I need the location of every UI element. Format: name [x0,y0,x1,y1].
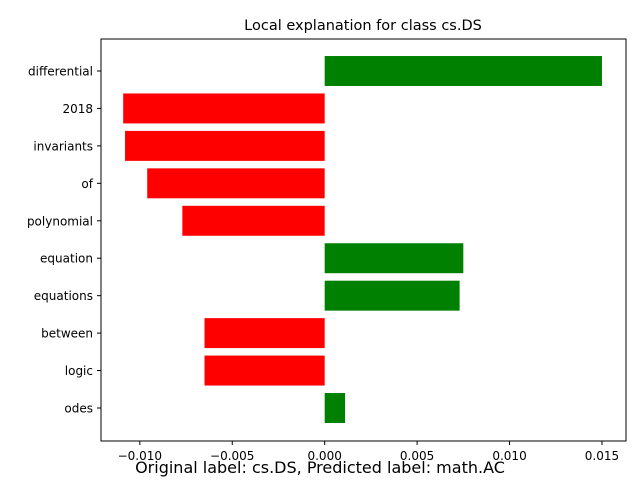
y-tick-label: differential [28,65,93,79]
bar-of [147,168,325,199]
y-tick-label: of [81,177,93,191]
caption-text: Original label: cs.DS, Predicted label: … [135,458,505,477]
x-tick-label: 0.015 [585,449,619,463]
y-tick-label: invariants [33,139,93,153]
bar-differential [324,56,602,86]
plot-frame [100,38,627,442]
x-tick-label: 0.005 [400,449,434,463]
y-tick-label: equation [40,252,93,266]
y-tick-label: logic [65,364,93,378]
x-tick-label: 0.000 [307,449,341,463]
chart-title: Local explanation for class cs.DS [244,18,482,34]
bar-polynomial [182,205,325,236]
bar-odes [324,393,346,423]
caption: Original label: cs.DS, Predicted label: … [0,458,640,477]
y-tick-label: odes [64,402,93,416]
bar-invariants [125,130,325,161]
bar-equations [324,280,460,311]
y-tick-label: polynomial [27,214,93,228]
x-tick-label: 0.010 [492,449,526,463]
bars-layer [123,56,602,423]
y-tick-label: between [41,327,93,341]
bar-between [204,318,325,349]
bar-equation [324,243,464,274]
x-tick-label: −0.010 [118,449,162,463]
x-axis: −0.010 −0.005 0.000 0.005 0.010 0.015 [118,441,619,463]
y-tick-label: equations [34,289,93,303]
y-tick-label: 2018 [62,102,93,116]
bar-2018 [123,93,325,124]
bar-logic [204,355,325,386]
x-tick-label: −0.005 [210,449,254,463]
y-axis: differential 2018 invariants of polynomial eq… [27,65,101,416]
